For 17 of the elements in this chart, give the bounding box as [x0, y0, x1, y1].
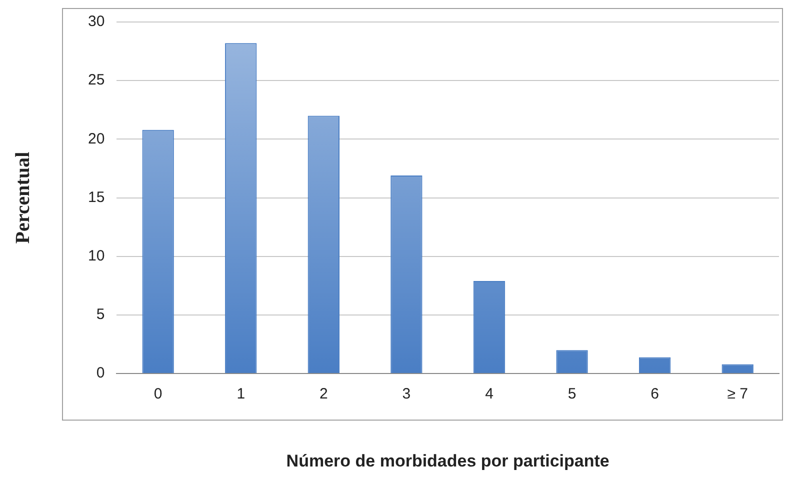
x-tick-label: 5: [568, 386, 576, 403]
y-tick-label: 30: [88, 13, 105, 30]
y-tick-label: 10: [88, 248, 105, 265]
y-tick-label: 0: [96, 364, 105, 382]
x-tick-label: 6: [650, 386, 659, 403]
y-tick-label: 25: [88, 72, 105, 89]
x-axis-title: Número de morbidades por participante: [286, 451, 610, 470]
y-tick-label: 15: [88, 188, 105, 206]
x-tick-label: ≥ 7: [727, 386, 748, 403]
y-axis-title: Percentual: [12, 151, 34, 244]
x-tick-label: 4: [485, 386, 494, 403]
y-tick-label: 20: [88, 130, 105, 148]
x-tick-label: 3: [402, 386, 411, 403]
x-tick-label: 0: [154, 386, 162, 403]
y-tick-label: 5: [96, 306, 105, 324]
x-tick-label: 2: [319, 386, 328, 403]
x-tick-label: 1: [236, 386, 246, 403]
